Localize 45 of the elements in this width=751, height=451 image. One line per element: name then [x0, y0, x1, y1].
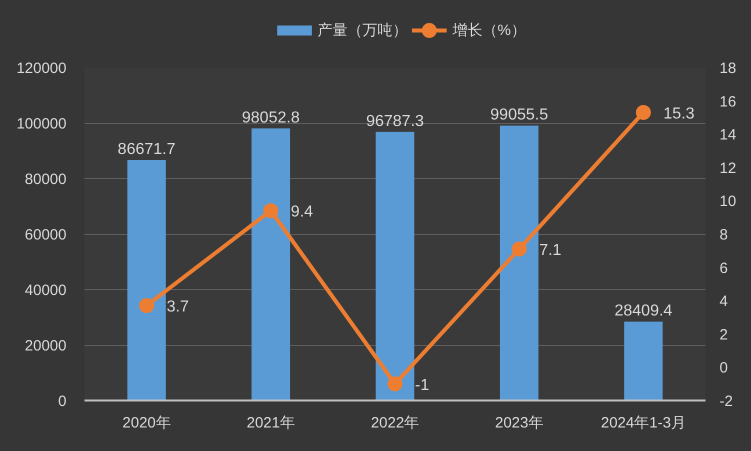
data-label: 99055.5: [490, 106, 548, 124]
y-tick-label: 20000: [24, 338, 67, 354]
y-tick-label: 0: [58, 393, 66, 410]
y2-tick-label: 14: [720, 126, 736, 144]
data-label: -1: [415, 376, 430, 394]
y-tick-label: 100000: [16, 116, 67, 132]
x-tick-label: 2023年: [495, 414, 544, 432]
y2-tick-label: -2: [720, 393, 733, 410]
point: [263, 203, 278, 218]
x-tick-label: 2021年: [246, 414, 295, 432]
data-label: 9.4: [290, 204, 314, 221]
y-tick-label: 40000: [24, 282, 67, 299]
y-tick-label: 80000: [24, 171, 67, 188]
bar: [376, 132, 414, 400]
y2-tick-label: 6: [720, 260, 728, 277]
data-label: 3.7: [166, 298, 189, 316]
y-tick-label: 60000: [24, 226, 67, 244]
x-tick-label: 2024年1-3月: [600, 414, 686, 432]
point: [512, 242, 527, 256]
data-label: 98052.8: [242, 109, 300, 126]
bar: [127, 160, 166, 400]
bar: [624, 322, 663, 400]
data-label: 15.3: [663, 105, 695, 122]
y2-tick-label: 18: [720, 60, 736, 77]
point: [636, 104, 651, 120]
bar: [252, 128, 290, 400]
y2-tick-label: 2: [720, 326, 728, 344]
data-label: 96787.3: [366, 112, 424, 130]
y2-tick-label: 16: [720, 93, 736, 110]
legend-label: 产量（万吨）: [318, 22, 408, 39]
y-tick-label: 120000: [16, 60, 67, 77]
y2-tick-label: 4: [720, 293, 728, 310]
y2-tick-label: 0: [720, 360, 728, 377]
point: [139, 298, 154, 314]
data-label: 86671.7: [118, 140, 176, 158]
x-tick-label: 2022年: [370, 414, 420, 432]
data-label: 7.1: [539, 242, 562, 259]
y2-tick-label: 8: [720, 226, 728, 244]
legend-label: 增长（%）: [451, 22, 526, 39]
bar: [500, 126, 538, 400]
point: [388, 376, 402, 392]
data-label: 28409.4: [614, 302, 672, 320]
y2-tick-label: 10: [720, 193, 736, 210]
x-tick-label: 2020年: [122, 414, 171, 432]
y2-tick-label: 12: [720, 160, 736, 177]
